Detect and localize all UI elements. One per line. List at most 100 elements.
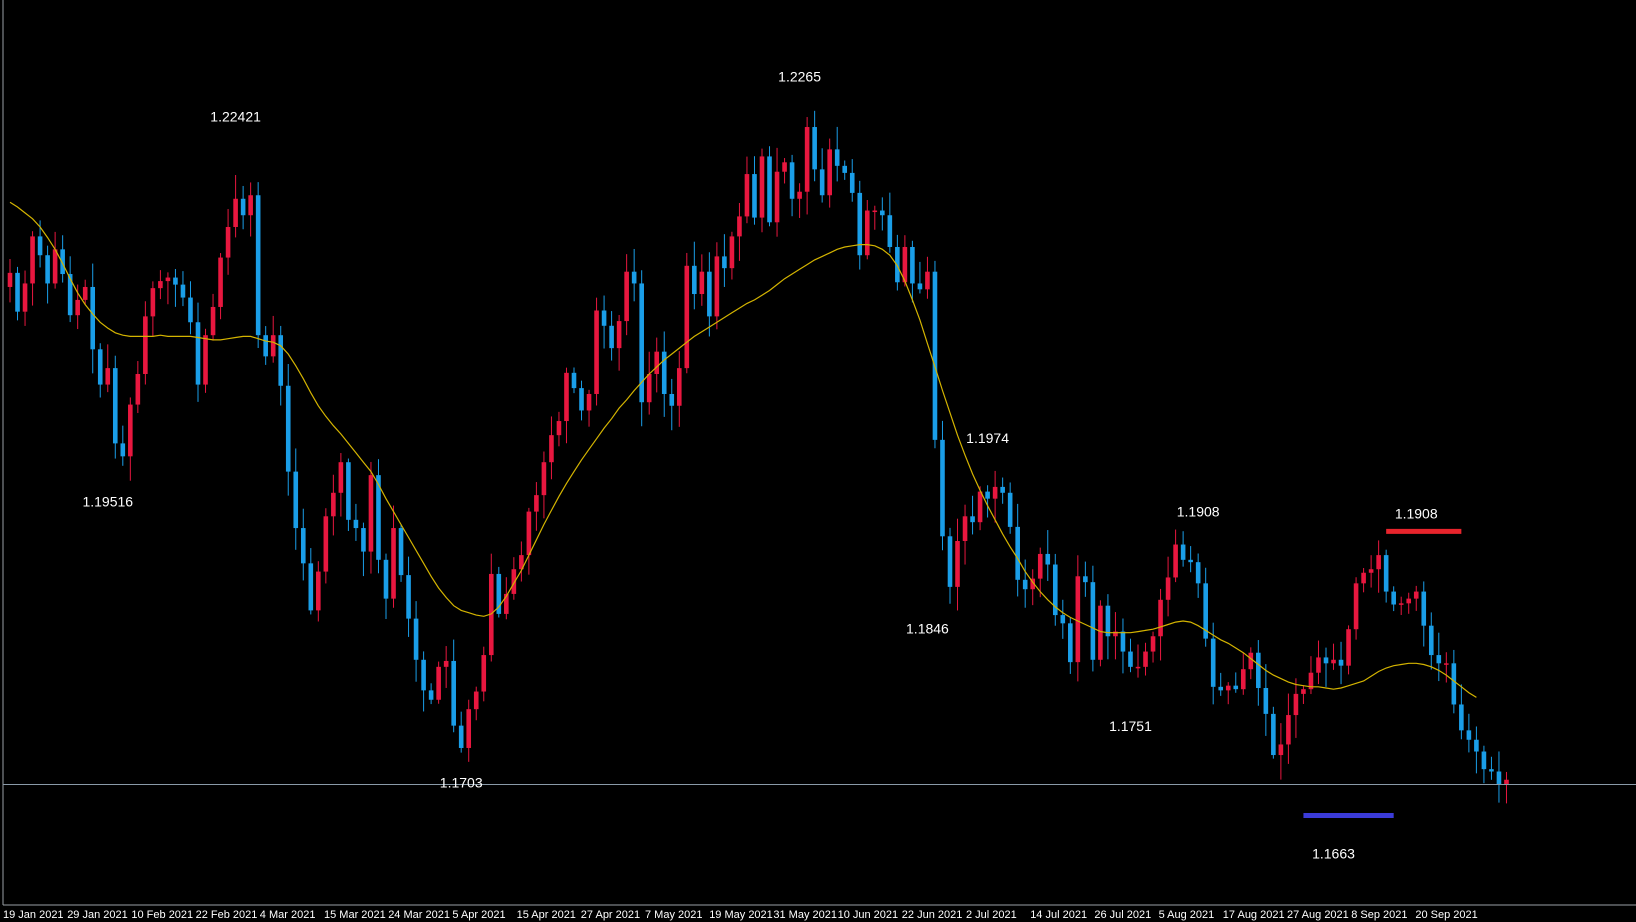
- candle-body: [925, 271, 930, 290]
- candle-body: [917, 283, 923, 290]
- candle-body: [105, 368, 111, 385]
- candle-body: [1459, 704, 1464, 731]
- candle-body: [90, 286, 96, 350]
- candle-body: [895, 246, 900, 283]
- candle-body: [82, 286, 88, 300]
- x-tick-label: 4 Mar 2021: [260, 909, 316, 921]
- candle-body: [203, 335, 208, 385]
- candle-body: [1451, 663, 1457, 705]
- candle-body: [1466, 730, 1472, 740]
- candle-body: [398, 528, 404, 576]
- candle-body: [1180, 544, 1186, 560]
- candle-body: [75, 299, 80, 316]
- candle-body: [639, 283, 644, 403]
- candle-body: [278, 335, 284, 386]
- moving-average-line: [9, 201, 1477, 698]
- x-tick-label: 26 Jul 2021: [1094, 909, 1151, 921]
- candle-body: [864, 210, 870, 256]
- candle-body: [481, 655, 487, 692]
- candle-body: [804, 127, 810, 192]
- candle-body: [737, 216, 742, 237]
- candle-body: [30, 236, 35, 284]
- x-tick-label: 22 Feb 2021: [196, 909, 258, 921]
- x-tick-label: 24 Mar 2021: [388, 909, 450, 921]
- candle-body: [436, 666, 441, 700]
- candle-body: [1128, 651, 1133, 667]
- price-annotations: 1.22421 1.19516 1.2265 1.1703 1.1974 1.1846 1.…: [82, 68, 1437, 861]
- candle-body: [1015, 526, 1020, 580]
- candle-body: [1075, 576, 1081, 663]
- candle-body: [1428, 625, 1434, 656]
- candle-body: [97, 349, 103, 385]
- candle-body: [1233, 685, 1239, 690]
- candle-body: [880, 210, 885, 216]
- candle-body: [556, 421, 562, 436]
- candle-body: [60, 249, 65, 275]
- x-tick-label: 10 Feb 2021: [131, 909, 193, 921]
- candle-body: [782, 162, 787, 172]
- candle-body: [1361, 572, 1366, 584]
- x-tick-label: 15 Mar 2021: [324, 909, 386, 921]
- candle-body: [1391, 591, 1396, 605]
- candle-body: [285, 385, 291, 472]
- x-tick-label: 10 Jun 2021: [838, 909, 899, 921]
- x-tick-label: 31 May 2021: [773, 909, 837, 921]
- price-annotation: 1.1908: [1395, 505, 1438, 521]
- candle-body: [1481, 751, 1487, 770]
- candle-body: [338, 462, 344, 493]
- candle-body: [1413, 591, 1419, 599]
- candle-body: [849, 172, 855, 193]
- candle-body: [932, 271, 938, 440]
- candle-body: [1436, 655, 1442, 664]
- candle-body: [669, 393, 675, 406]
- candle-body: [112, 368, 118, 444]
- candle-body: [1143, 651, 1148, 667]
- candle-body: [128, 404, 133, 457]
- candle-body: [218, 257, 223, 307]
- candle-body: [834, 149, 840, 166]
- candle-body: [1113, 631, 1118, 637]
- price-annotation: 1.19516: [82, 494, 133, 510]
- candle-body: [158, 281, 163, 289]
- candle-body: [1286, 715, 1291, 745]
- candle-body: [1383, 555, 1389, 592]
- x-tick-label: 27 Apr 2021: [581, 909, 640, 921]
- candle-body: [458, 725, 464, 748]
- x-tick-label: 20 Sep 2021: [1415, 909, 1477, 921]
- candle-body: [564, 372, 569, 422]
- candle-body: [7, 272, 13, 287]
- candle-body: [729, 236, 735, 269]
- candle-body: [1240, 669, 1246, 690]
- candle-body: [812, 127, 817, 170]
- candle-body: [1323, 657, 1329, 664]
- candle-body: [684, 265, 690, 369]
- candle-body: [887, 215, 893, 247]
- price-annotation: 1.22421: [210, 109, 261, 125]
- candle-body: [857, 192, 863, 256]
- candle-body: [376, 475, 381, 560]
- candle-body: [1060, 615, 1066, 624]
- candle-body: [143, 316, 148, 374]
- price-annotation: 1.1663: [1312, 846, 1355, 862]
- candle-body: [609, 325, 614, 349]
- candle-body: [391, 528, 396, 599]
- candle-body: [819, 169, 825, 196]
- candle-body: [413, 618, 419, 660]
- price-annotation: 1.1974: [966, 430, 1009, 446]
- candle-body: [195, 322, 201, 385]
- candle-body: [759, 156, 765, 218]
- candle-body: [1173, 544, 1178, 578]
- candle-body: [1376, 555, 1381, 570]
- candle-body: [654, 351, 660, 374]
- candle-body: [1090, 582, 1096, 660]
- x-tick-label: 5 Apr 2021: [452, 909, 505, 921]
- candle-body: [1045, 553, 1051, 565]
- candle-body: [1316, 657, 1321, 673]
- candle-body: [443, 660, 449, 667]
- candle-body: [767, 156, 772, 223]
- candle-body: [353, 519, 359, 529]
- candle-body: [1368, 569, 1374, 573]
- candle-body: [1331, 659, 1336, 664]
